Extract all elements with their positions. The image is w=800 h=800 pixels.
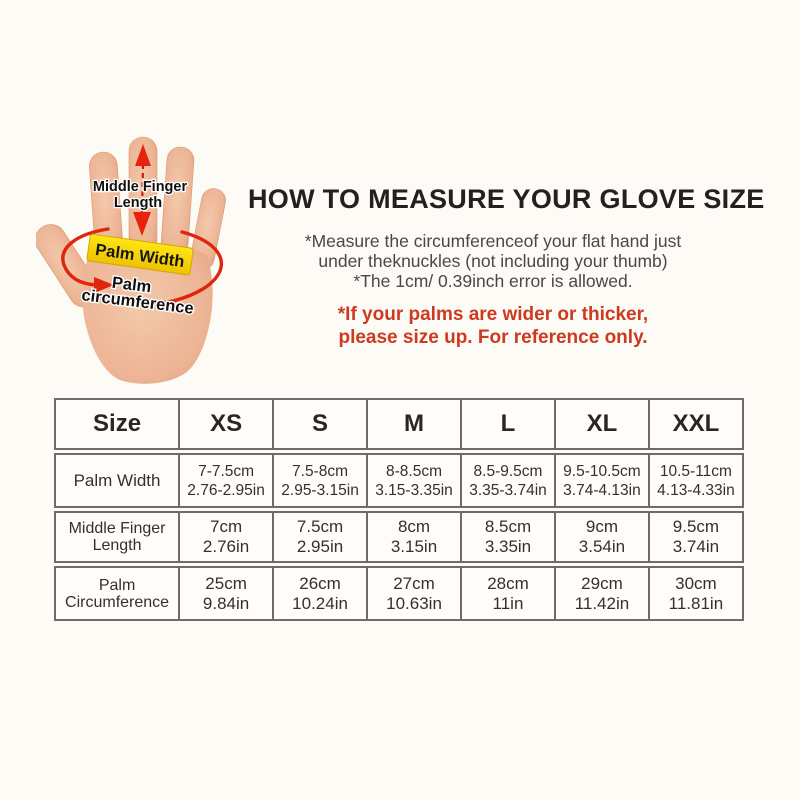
- table-cell: 8.5-9.5cm 3.35-3.74in: [460, 455, 554, 506]
- table-cell: 7-7.5cm 2.76-2.95in: [178, 455, 272, 506]
- instruction-line: *The 1cm/ 0.39inch error is allowed.: [353, 271, 633, 291]
- table-cell: 7cm 2.76in: [178, 513, 272, 561]
- row-label: Palm Width: [73, 470, 161, 490]
- table-row-palm-width: Palm Width 7-7.5cm 2.76-2.95in 7.5-8cm 2…: [54, 453, 744, 508]
- instruction-line: under theknuckles (not including your th…: [318, 251, 668, 271]
- measure-instructions: *Measure the circumferenceof your flat h…: [243, 231, 743, 291]
- finger-length-label-line2: Length: [114, 195, 162, 211]
- table-cell: 29cm 11.42in: [553, 568, 648, 619]
- circumference-arrow-icon: [61, 227, 223, 305]
- column-header-m: M: [366, 400, 460, 448]
- table-cell: 10.5-11cm 4.13-4.33in: [647, 455, 742, 506]
- column-header-xxl: XXL: [647, 400, 742, 448]
- instruction-line: *Measure the circumferenceof your flat h…: [304, 231, 682, 251]
- circumference-arrowhead-icon: [94, 277, 114, 293]
- size-table: Size XS S M L XL XXL Palm Width 7-7.5cm …: [54, 398, 744, 624]
- table-cell: 8-8.5cm 3.15-3.35in: [366, 455, 460, 506]
- table-cell: 27cm 10.63in: [366, 568, 460, 619]
- finger-length-label-line1: Middle Finger: [93, 179, 188, 195]
- page-title: HOW TO MEASURE YOUR GLOVE SIZE: [248, 184, 765, 214]
- size-up-warning: *If your palms are wider or thicker, ple…: [243, 304, 743, 349]
- finger-length-arrow-icon: [133, 144, 151, 236]
- warning-line: please size up. For reference only.: [338, 326, 648, 348]
- table-cell: 7.5-8cm 2.95-3.15in: [272, 455, 366, 506]
- table-row-palm-circumference: Palm Circumference 25cm 9.84in 26cm 10.2…: [54, 566, 744, 621]
- table-cell: 25cm 9.84in: [178, 568, 272, 619]
- table-cell: 26cm 10.24in: [272, 568, 366, 619]
- warning-line: *If your palms are wider or thicker,: [337, 304, 649, 325]
- column-header-xl: XL: [553, 400, 648, 448]
- row-label: Middle Finger Length: [68, 520, 166, 554]
- table-cell: 9.5cm 3.74in: [647, 513, 742, 561]
- table-cell: 9cm 3.54in: [553, 513, 648, 561]
- table-cell: 28cm 11in: [460, 568, 554, 619]
- hand-graphic: Palm Width Middle Finger Length Palm cir…: [34, 136, 226, 384]
- column-header-l: L: [460, 400, 554, 448]
- column-header-s: S: [272, 400, 366, 448]
- table-cell: 9.5-10.5cm 3.74-4.13in: [553, 455, 648, 506]
- row-label: Palm Circumference: [65, 576, 170, 611]
- column-header-size: Size: [93, 410, 142, 437]
- table-row-middle-finger-length: Middle Finger Length 7cm 2.76in 7.5cm 2.…: [54, 511, 744, 563]
- hand-illustration: Palm Width Middle Finger Length Palm cir…: [34, 134, 240, 386]
- size-table-header-row: Size XS S M L XL XXL: [54, 398, 744, 450]
- table-cell: 8cm 3.15in: [366, 513, 460, 561]
- table-cell: 30cm 11.81in: [647, 568, 742, 619]
- table-cell: 7.5cm 2.95in: [272, 513, 366, 561]
- column-header-xs: XS: [178, 400, 272, 448]
- table-cell: 8.5cm 3.35in: [460, 513, 554, 561]
